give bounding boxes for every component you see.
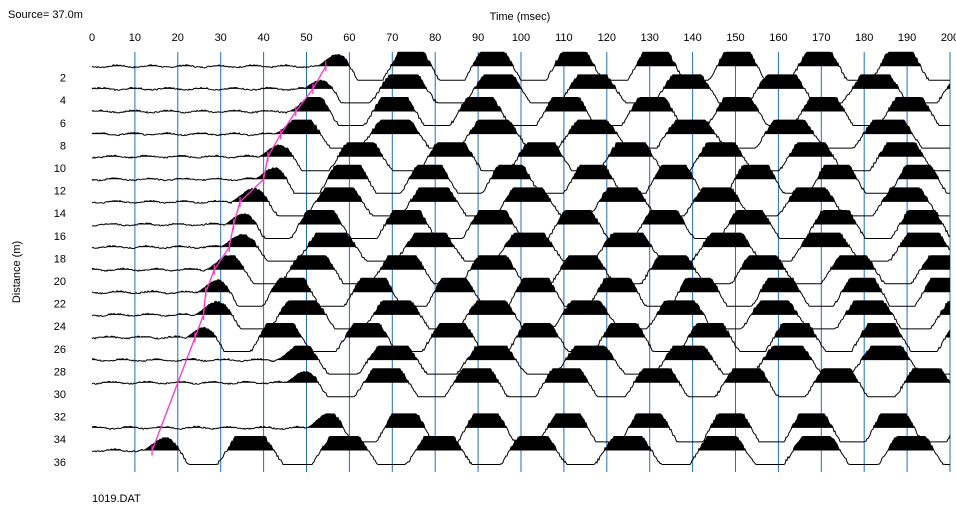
x-tick-label: 160 (769, 32, 787, 44)
trace-17 (91, 232, 951, 262)
trace-line (91, 277, 950, 307)
trace-13 (91, 187, 950, 217)
y-tick-label: 4 (60, 95, 66, 107)
y-tick-label: 10 (54, 163, 66, 175)
trace-line (91, 435, 950, 466)
trace-fill (92, 255, 950, 270)
trace-line (91, 232, 951, 262)
trace-1 (91, 51, 950, 81)
x-tick-label: 0 (89, 32, 95, 44)
x-axis-title: Time (msec) (490, 11, 551, 23)
trace-line (91, 255, 950, 285)
trace-fill (92, 187, 950, 202)
trace-fill (92, 97, 950, 112)
x-tick-label: 170 (812, 32, 830, 44)
trace-27 (91, 345, 951, 375)
x-tick-label: 50 (300, 32, 312, 44)
trace-3 (91, 74, 951, 104)
x-tick-label: 180 (855, 32, 873, 44)
y-tick-label: 8 (60, 140, 66, 152)
seismic-traces (91, 51, 951, 466)
x-tick-label: 10 (129, 32, 141, 44)
y-tick-label: 18 (54, 253, 66, 265)
trace-fill (92, 120, 950, 135)
trace-5 (91, 96, 950, 127)
x-tick-label: 20 (172, 32, 184, 44)
trace-21 (91, 277, 950, 307)
x-tick-label: 30 (215, 32, 227, 44)
trace-line (91, 367, 951, 398)
trace-line (91, 142, 950, 172)
y-tick-label: 24 (54, 321, 66, 333)
trace-25 (91, 323, 951, 353)
x-tick-label: 190 (898, 32, 916, 44)
y-tick-label: 30 (54, 389, 66, 401)
x-tick-label: 80 (429, 32, 441, 44)
trace-fill (92, 346, 950, 361)
trace-line (91, 96, 950, 127)
x-tick-label: 110 (555, 32, 573, 44)
x-tick-label: 130 (641, 32, 659, 44)
first-break-picks (151, 61, 327, 456)
x-axis-ticks: 0 10 20 30 40 50 60 70 80 90 100 110 120 130 140 150 160… (89, 32, 956, 44)
trace-line (91, 187, 950, 217)
y-tick-label: 14 (54, 208, 66, 220)
trace-29 (91, 367, 951, 398)
y-tick-label: 36 (54, 457, 66, 469)
trace-fill (92, 278, 950, 293)
y-tick-label: 6 (60, 118, 66, 130)
y-tick-label: 20 (54, 276, 66, 288)
source-label: Source= 37.0m (8, 9, 83, 21)
x-tick-label: 150 (726, 32, 744, 44)
trace-fill (92, 52, 950, 67)
x-tick-label: 60 (343, 32, 355, 44)
y-tick-label: 12 (54, 186, 66, 198)
trace-line (91, 74, 951, 104)
y-tick-label: 26 (54, 344, 66, 356)
x-tick-label: 120 (598, 32, 616, 44)
trace-fill (92, 233, 950, 248)
trace-fill (92, 142, 950, 157)
trace-line (91, 345, 951, 375)
y-tick-label: 22 (54, 299, 66, 311)
y-tick-label: 2 (60, 73, 66, 85)
x-tick-label: 70 (386, 32, 398, 44)
x-tick-label: 100 (512, 32, 530, 44)
trace-fill (92, 165, 950, 180)
trace-19 (91, 255, 950, 285)
trace-line (91, 323, 951, 353)
trace-fill (92, 413, 950, 428)
file-name-label: 1019.DAT (92, 493, 141, 505)
trace-7 (91, 119, 950, 149)
trace-9 (91, 142, 950, 172)
x-tick-label: 200 (941, 32, 956, 44)
x-tick-label: 90 (472, 32, 484, 44)
trace-fill (92, 74, 950, 89)
y-tick-label: 28 (54, 366, 66, 378)
x-tick-label: 40 (257, 32, 269, 44)
trace-line (91, 51, 950, 81)
trace-35 (91, 435, 950, 466)
y-axis-title: Distance (m) (11, 241, 23, 303)
trace-line (91, 119, 950, 149)
y-tick-label: 34 (54, 434, 66, 446)
x-tick-label: 140 (683, 32, 701, 44)
y-tick-label: 16 (54, 231, 66, 243)
trace-fill (92, 300, 950, 315)
y-tick-label: 32 (54, 412, 66, 424)
trace-fill (92, 436, 950, 451)
